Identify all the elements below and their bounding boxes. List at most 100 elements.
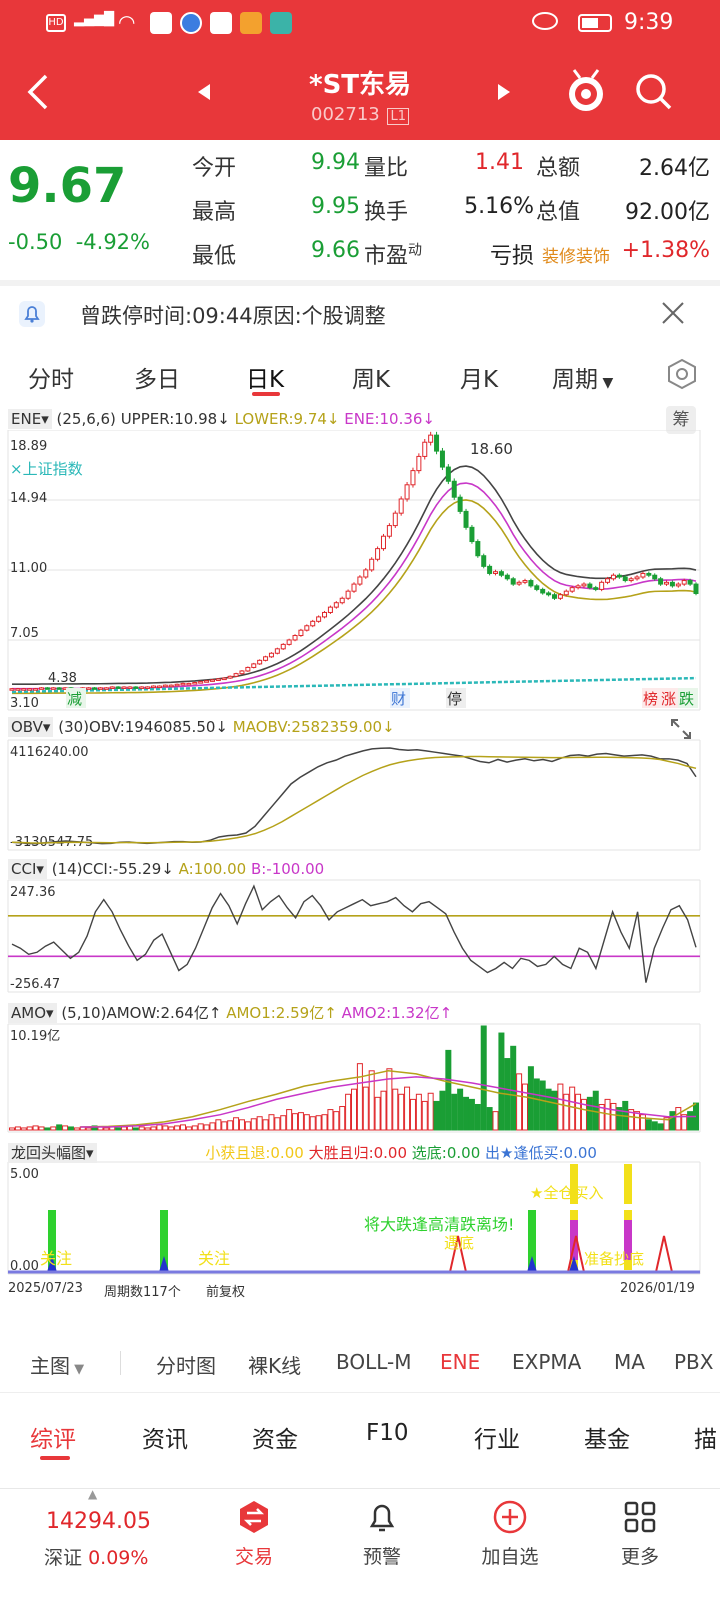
expand-icon[interactable]	[668, 716, 694, 742]
signal-triangle	[654, 1235, 674, 1273]
tab-fund[interactable]: 基金	[584, 1427, 630, 1453]
hd-icon: HD	[46, 14, 66, 32]
ind-boll-m[interactable]: BOLL-M	[336, 1350, 412, 1374]
candle-body	[669, 581, 675, 587]
change-value: -0.50	[8, 230, 63, 254]
candle-body	[162, 684, 168, 688]
candle-body	[428, 434, 434, 443]
candle-body	[658, 578, 664, 585]
tab-more-cut[interactable]: 描	[694, 1427, 717, 1453]
candle-body	[274, 648, 280, 654]
tab-weekly-k[interactable]: 周K	[352, 367, 391, 393]
ind-ene[interactable]: ENE	[440, 1350, 481, 1374]
main-chart-selector[interactable]: 主图 ▼	[30, 1350, 84, 1379]
candle-body	[575, 585, 581, 589]
back-icon[interactable]	[24, 72, 52, 112]
ind-expma[interactable]: EXPMA	[512, 1350, 582, 1374]
amo-bar	[91, 1125, 98, 1131]
trade-button[interactable]: 交易	[204, 1499, 304, 1569]
candle-body	[251, 663, 257, 668]
candle-body	[357, 576, 363, 585]
amo-bar	[315, 1115, 322, 1131]
amo-bar	[103, 1127, 110, 1131]
tab-summary[interactable]: 综评	[30, 1427, 76, 1453]
marker-halt[interactable]: 停	[447, 690, 462, 708]
search-icon[interactable]	[634, 72, 674, 112]
index-value[interactable]: 14294.05	[46, 1509, 151, 1534]
cci-value: CCI:-55.29↓	[82, 860, 174, 878]
add-watchlist-button[interactable]: 加自选	[460, 1499, 560, 1569]
marker-up[interactable]: 涨	[661, 690, 676, 708]
amo-bar	[244, 1121, 251, 1131]
obv-selector[interactable]: OBV▾	[8, 717, 54, 737]
ene-params: (25,6,6)	[56, 410, 116, 428]
app-icon	[210, 12, 232, 34]
status-bar: HD ▂▄▆█ ◠ 9:39	[0, 0, 720, 48]
index-overlay-label[interactable]: ×上证指数	[10, 460, 83, 478]
turnover-rate-value: 5.16%	[464, 194, 534, 219]
amo-bar	[457, 1088, 464, 1131]
close-icon[interactable]	[660, 300, 686, 326]
candle-body	[434, 434, 440, 452]
amo-selector[interactable]: AMO▾	[8, 1003, 57, 1023]
ind-ma[interactable]: MA	[614, 1350, 645, 1374]
candle-body	[304, 625, 310, 631]
chip-distribution-button[interactable]: 筹	[666, 406, 696, 434]
candle-body	[504, 574, 510, 580]
tab-monthly-k[interactable]: 月K	[460, 367, 499, 393]
tab-industry[interactable]: 行业	[474, 1427, 520, 1453]
industry-link[interactable]: 装修装饰	[542, 247, 610, 267]
settings-hexagon-icon[interactable]	[666, 358, 698, 390]
ind-bare-k[interactable]: 裸K线	[248, 1354, 302, 1378]
ene-lower: LOWER:9.74↓	[234, 410, 340, 428]
robot-assistant-icon[interactable]	[564, 68, 608, 114]
marker-reduce[interactable]: 减	[67, 690, 82, 708]
marker-list[interactable]: 榜	[643, 690, 658, 708]
amo-bar	[286, 1109, 293, 1131]
prev-stock-icon[interactable]	[196, 82, 212, 102]
volume-ratio-label: 量比	[364, 156, 409, 181]
min-price-label: 4.38	[48, 671, 77, 686]
candle-body	[151, 685, 157, 689]
tab-funds[interactable]: 资金	[252, 1427, 298, 1453]
cci-selector[interactable]: CCI▾	[8, 859, 47, 879]
candle-body	[557, 594, 563, 599]
obv-header: OBV▾ (30)OBV:1946085.50↓ MAOBV:2582359.0…	[8, 717, 395, 737]
amo-bar	[474, 1103, 481, 1131]
candle-body	[634, 576, 640, 580]
adjust-mode[interactable]: 前复权	[206, 1285, 246, 1300]
active-tab-indicator	[252, 392, 280, 396]
ind-timeshare[interactable]: 分时图	[156, 1354, 216, 1378]
marker-finance[interactable]: 财	[391, 690, 406, 708]
amo-bar	[303, 1114, 310, 1131]
candle-body	[86, 687, 92, 690]
tab-multiday[interactable]: 多日	[134, 367, 180, 393]
amo-bar	[639, 1114, 646, 1131]
candle-body	[469, 526, 475, 543]
signal-blue-marker	[527, 1256, 537, 1272]
chart-area[interactable]: 18.89 14.94 11.00 7.05 3.10 ×上证指数 18.60 …	[0, 430, 720, 1310]
amo-bar	[592, 1090, 599, 1131]
tab-period-dropdown[interactable]: 周期 ▼	[552, 360, 613, 394]
candle-body	[263, 656, 269, 661]
next-stock-icon[interactable]	[496, 82, 512, 102]
ind-pbx[interactable]: PBX	[674, 1350, 714, 1374]
tab-intraday[interactable]: 分时	[28, 367, 74, 393]
limit-down-notice[interactable]: 曾跌停时间:09:44原因:个股调整	[0, 286, 720, 342]
amo-bar	[651, 1121, 658, 1131]
ene-selector[interactable]: ENE▾	[8, 409, 52, 429]
amo-bar	[203, 1124, 210, 1131]
alert-button[interactable]: 预警	[332, 1499, 432, 1569]
tab-f10[interactable]: F10	[366, 1420, 409, 1446]
tab-news[interactable]: 资讯	[142, 1427, 188, 1453]
marker-list-bg	[642, 688, 662, 708]
eye-icon	[532, 12, 558, 30]
marker-down[interactable]: 跌	[679, 690, 694, 708]
amo-bar	[351, 1088, 357, 1131]
tab-daily-k[interactable]: 日K	[246, 367, 285, 393]
candle-body	[551, 594, 557, 599]
more-button[interactable]: 更多	[590, 1499, 690, 1569]
dragon-selector[interactable]: 龙回头幅图▾	[8, 1143, 97, 1163]
amo-bar	[663, 1117, 670, 1131]
stock-code: 002713	[311, 104, 380, 125]
